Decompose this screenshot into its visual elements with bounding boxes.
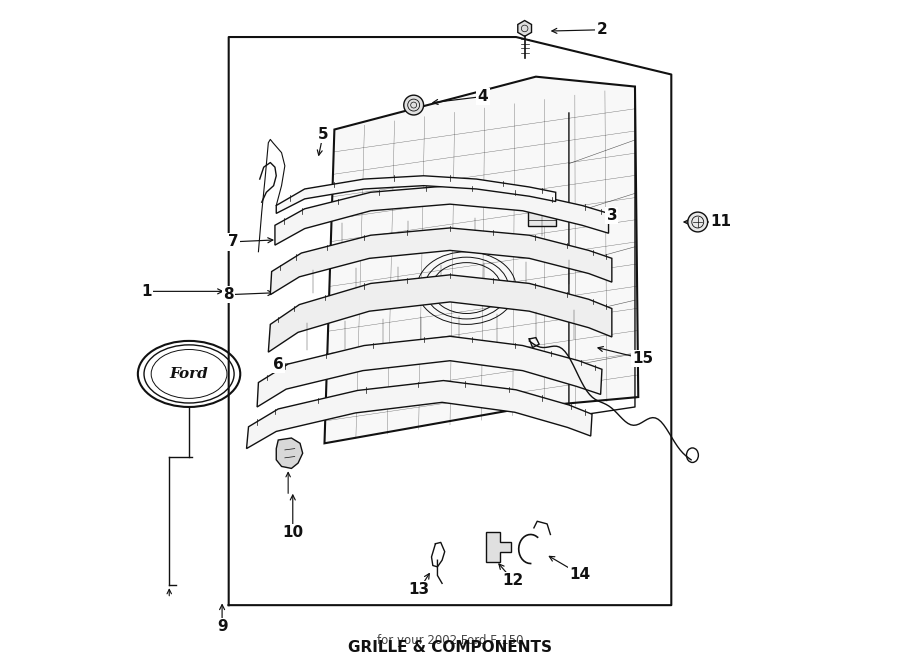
Text: 5: 5 [318, 126, 328, 142]
Polygon shape [274, 185, 608, 245]
Polygon shape [486, 532, 511, 562]
Text: 8: 8 [223, 287, 234, 302]
Text: Ford: Ford [456, 283, 477, 293]
Text: for your 2002 Ford F-150: for your 2002 Ford F-150 [377, 634, 523, 647]
Polygon shape [276, 175, 555, 213]
Polygon shape [270, 228, 612, 295]
Text: 4: 4 [478, 89, 489, 104]
Text: 7: 7 [228, 234, 238, 250]
Polygon shape [518, 21, 532, 36]
Text: 9: 9 [217, 620, 228, 634]
Text: 3: 3 [607, 208, 617, 223]
Text: Ford: Ford [170, 367, 209, 381]
Ellipse shape [404, 95, 424, 115]
Text: 11: 11 [710, 214, 732, 230]
Polygon shape [325, 77, 638, 444]
Text: GRILLE & COMPONENTS: GRILLE & COMPONENTS [348, 639, 552, 655]
Ellipse shape [688, 212, 707, 232]
Polygon shape [257, 336, 602, 407]
Polygon shape [276, 438, 302, 469]
FancyBboxPatch shape [528, 205, 555, 226]
Text: 15: 15 [633, 352, 653, 366]
Text: 1: 1 [141, 284, 151, 299]
Text: 6: 6 [273, 357, 284, 371]
Polygon shape [268, 275, 612, 352]
Text: 10: 10 [283, 525, 303, 540]
Text: 2: 2 [597, 23, 608, 37]
Text: 12: 12 [503, 573, 524, 589]
Polygon shape [247, 381, 592, 449]
Text: 14: 14 [569, 567, 590, 582]
Text: 13: 13 [409, 583, 429, 598]
